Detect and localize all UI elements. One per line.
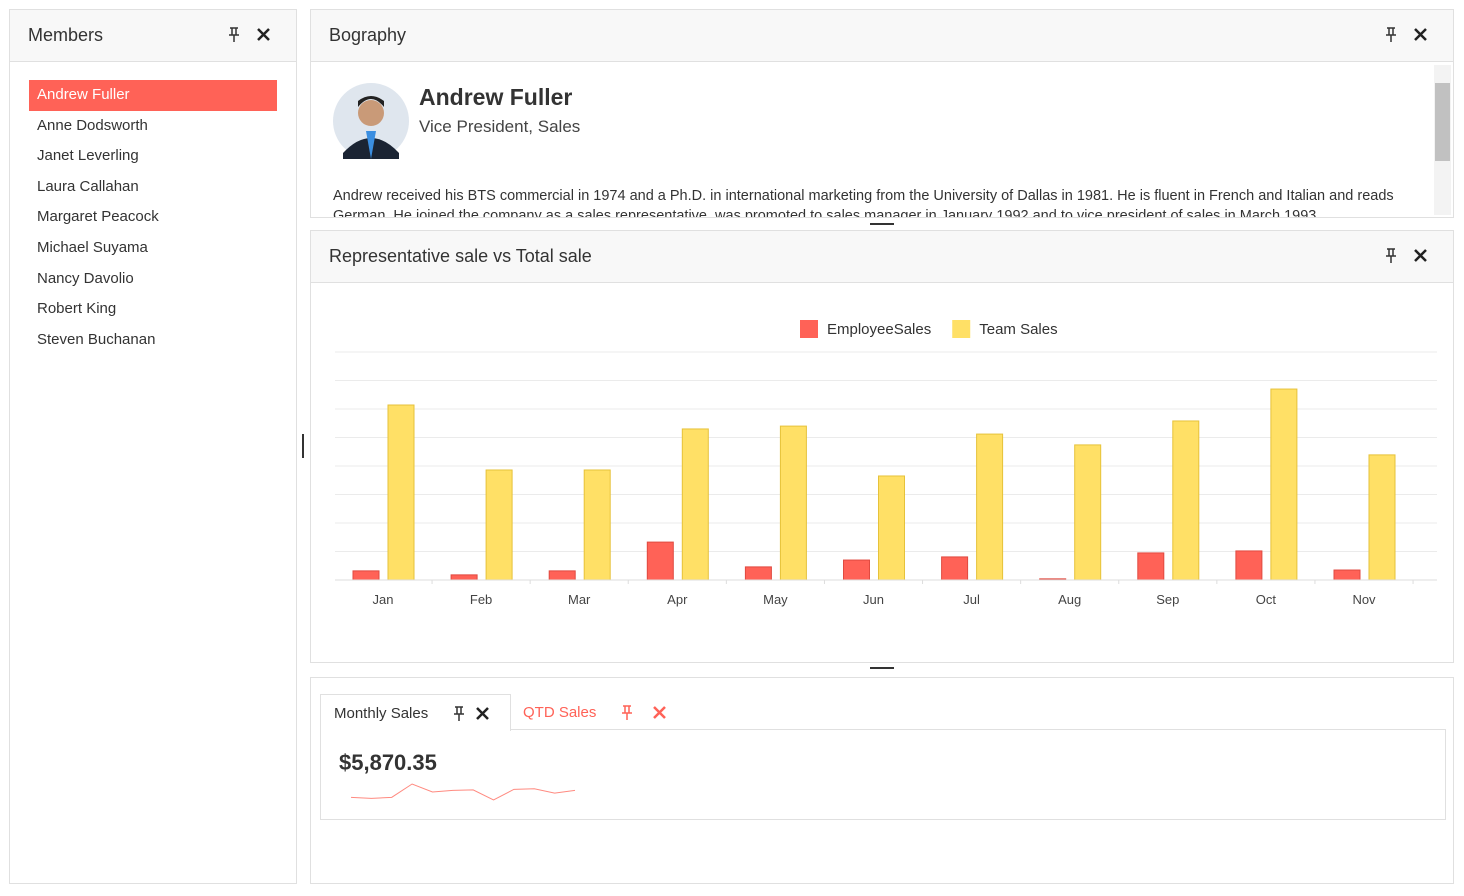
members-panel: Members Andrew Fuller Anne Dodsworth Janet… [9,9,297,884]
amount: $5,870.35 [339,750,437,775]
chart-panel: Representative sale vs Total sale [310,230,1454,663]
scrollbar[interactable] [1434,65,1451,215]
member-item[interactable]: Anne Dodsworth [37,116,148,134]
member-item[interactable]: Janet Leverling [37,147,139,165]
biography-panel: Bography Andrew Fuller Vice President, S… [310,9,1454,218]
splitter [870,223,894,225]
member-list: Andrew Fuller Anne Dodsworth Janet Leverli… [10,62,296,355]
member-item[interactable]: Steven Buchanan [37,330,156,348]
member-item[interactable]: Nancy Davolio [37,269,134,287]
bio-role: Vice President, Sales [419,117,581,136]
panel-header: Representative sale vs Total sale [311,231,1453,283]
tabs-panel: Monthly Sales QTD Sales $5,870.35 [310,677,1454,884]
tab-label: Monthly Sales [334,705,429,722]
tab-label[interactable]: QTD Sales [523,704,597,721]
tab-icons[interactable] [451,705,501,723]
panel-title: Representative sale vs Total sale [329,246,592,266]
panel-icons[interactable] [1381,26,1431,44]
panel-header: Bography [311,10,1453,62]
member-item[interactable]: Michael Suyama [37,238,148,256]
panel-icons[interactable] [1381,247,1431,265]
panel-title: Members [28,25,104,45]
member-item[interactable]: Margaret Peacock [37,208,159,226]
tab-active[interactable]: Monthly Sales [320,694,511,731]
member-item[interactable]: Andrew Fuller [29,80,277,111]
member-item[interactable]: Robert King [37,300,117,318]
tab-icons[interactable] [619,704,669,722]
panel-title: Bography [329,25,407,45]
avatar [333,83,409,159]
bio-text: Andrew received his BTS commercial in 19… [333,188,1394,218]
splitter [302,434,304,458]
sparkline [351,783,576,801]
panel-header: Members [10,10,296,62]
tab-content: $5,870.35 [320,729,1446,820]
panel-icons[interactable] [224,26,274,44]
bio-name: Andrew Fuller [419,84,573,110]
sparkline-chart [351,783,576,801]
member-item[interactable]: Laura Callahan [37,177,139,195]
splitter [870,667,894,669]
